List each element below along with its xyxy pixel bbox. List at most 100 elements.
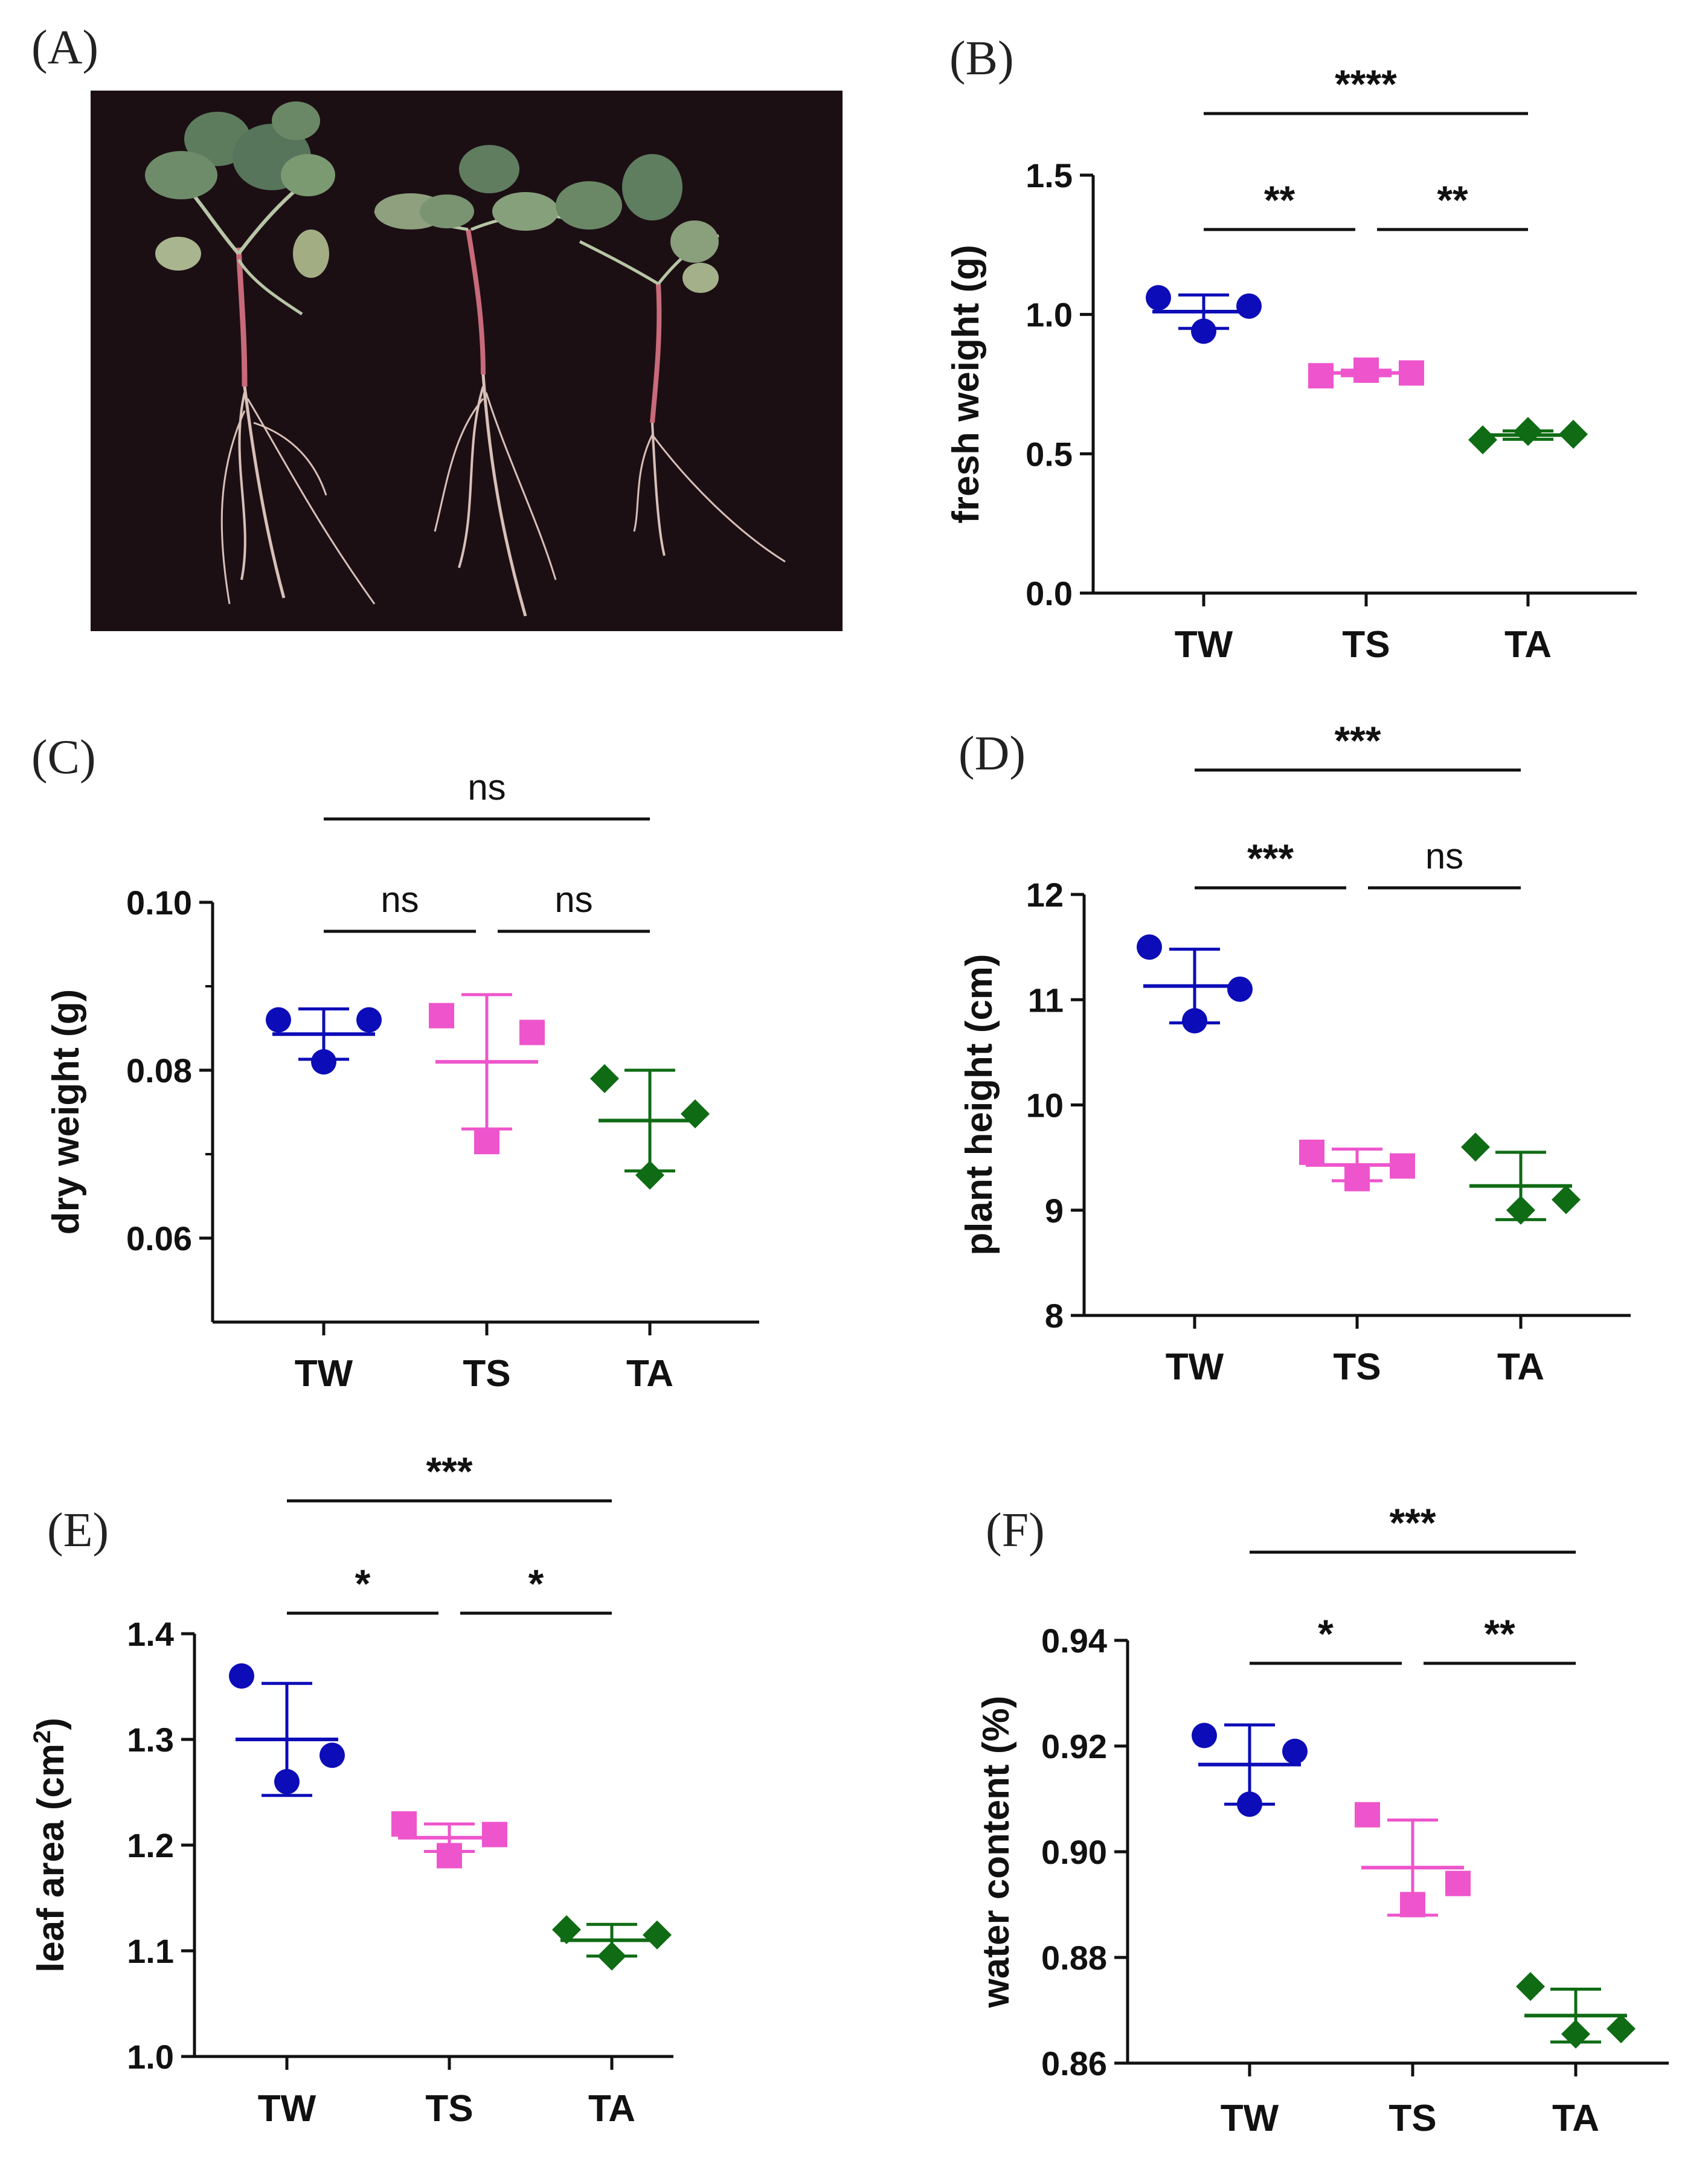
series-ts xyxy=(391,1811,507,1869)
x-tick-label: TW xyxy=(1221,2098,1279,2139)
data-point xyxy=(1308,363,1334,389)
y-axis-label: fresh weight (g) xyxy=(945,245,987,524)
y-axis-label: plant height (cm) xyxy=(958,954,1000,1255)
y-axis-label: water content (%) xyxy=(975,1696,1017,2009)
data-point xyxy=(1282,1738,1308,1764)
data-point xyxy=(229,1663,254,1689)
x-tick-label: TW xyxy=(1175,624,1233,666)
significance-label: ** xyxy=(1484,1611,1515,1656)
data-point xyxy=(1468,425,1497,455)
series-ta xyxy=(552,1915,672,1971)
data-point xyxy=(1227,976,1253,1002)
data-point xyxy=(1355,1802,1380,1828)
x-tick-label: TA xyxy=(1552,2098,1599,2139)
data-point xyxy=(311,1049,336,1075)
significance-label: ** xyxy=(1437,178,1468,222)
x-tick-label: TS xyxy=(1342,624,1390,666)
y-tick-label: 11 xyxy=(1028,981,1064,1019)
y-axis-label: dry weight (g) xyxy=(45,989,87,1235)
y-tick-label: 0.88 xyxy=(1041,1939,1107,1977)
x-tick-label: TW xyxy=(295,1353,353,1395)
y-tick-label: 8 xyxy=(1045,1297,1064,1335)
panel-a-label: (A) xyxy=(31,21,98,74)
y-tick-label: 1.4 xyxy=(127,1615,174,1653)
y-tick-label: 1.0 xyxy=(1026,296,1073,334)
data-point xyxy=(1344,1166,1370,1192)
data-point xyxy=(319,1742,345,1768)
x-tick-label: TS xyxy=(425,2088,473,2130)
series-tw xyxy=(1192,1723,1308,1817)
y-axis-label: leaf area (cm2) xyxy=(29,1718,72,1973)
series-tw xyxy=(229,1663,345,1797)
data-point xyxy=(1182,1008,1207,1034)
y-tick-label: 1.0 xyxy=(127,2038,174,2076)
photo-panel xyxy=(91,91,843,631)
data-point xyxy=(266,1007,291,1033)
x-tick-label: TS xyxy=(1333,1346,1381,1388)
series-ta xyxy=(1461,1132,1581,1225)
y-tick-label: 0.92 xyxy=(1041,1727,1107,1765)
x-tick-label: TS xyxy=(1389,2098,1436,2139)
y-tick-label: 1.3 xyxy=(127,1721,174,1759)
significance-label: ns xyxy=(1425,836,1463,876)
significance-label: * xyxy=(528,1561,544,1606)
plant-2 xyxy=(374,145,562,617)
y-tick-label: 0.10 xyxy=(126,884,192,922)
data-point xyxy=(1561,2019,1590,2049)
y-tick-label: 0.08 xyxy=(126,1051,192,1090)
series-ta xyxy=(1516,1972,1636,2049)
significance-label: *** xyxy=(1247,836,1294,881)
series-ts xyxy=(1355,1802,1471,1918)
data-point xyxy=(1552,1185,1581,1215)
series-tw xyxy=(266,1007,382,1075)
data-point xyxy=(1353,357,1379,383)
data-point xyxy=(1137,934,1162,960)
series-tw xyxy=(1146,284,1262,344)
significance-label: **** xyxy=(1335,62,1397,106)
data-point xyxy=(1191,318,1216,344)
panel-label: (F) xyxy=(986,1504,1045,1557)
data-point xyxy=(274,1769,300,1794)
data-point xyxy=(519,1019,545,1045)
y-tick-label: 0.94 xyxy=(1041,1622,1107,1660)
series-ta xyxy=(590,1064,710,1190)
data-point xyxy=(590,1064,619,1093)
panel-d: (D) 8 9 10 11 12 TW TS TA plant height (cm) *** ***… xyxy=(958,718,1631,1388)
x-tick-label: TA xyxy=(1497,1346,1544,1388)
data-point xyxy=(1516,1972,1545,2002)
panel-label: (E) xyxy=(47,1504,109,1557)
data-point xyxy=(1506,1195,1535,1225)
x-tick-label: TA xyxy=(588,2088,635,2130)
panel-label: (D) xyxy=(958,727,1026,780)
data-point xyxy=(1607,2014,1636,2044)
series-ta xyxy=(1468,417,1588,455)
series-ts xyxy=(1299,1139,1415,1192)
series-tw xyxy=(1137,934,1253,1034)
panel-label: (B) xyxy=(949,32,1014,85)
data-point xyxy=(1146,284,1171,310)
x-tick-label: TA xyxy=(1504,624,1552,666)
significance-label: ** xyxy=(1264,178,1295,222)
data-point xyxy=(1237,1791,1262,1817)
y-tick-label: 0.0 xyxy=(1026,574,1073,612)
y-tick-label: 1.5 xyxy=(1026,156,1073,194)
y-tick-label: 0.86 xyxy=(1041,2044,1107,2082)
data-point xyxy=(635,1160,664,1190)
data-point xyxy=(1514,417,1543,446)
significance-label: *** xyxy=(1389,1500,1436,1545)
significance-label: ns xyxy=(554,879,592,920)
data-point xyxy=(1236,293,1262,319)
series-ts xyxy=(429,993,545,1155)
x-tick-label: TS xyxy=(463,1353,510,1395)
x-tick-label: TW xyxy=(1166,1346,1224,1388)
significance-label: ns xyxy=(467,767,506,807)
significance-label: ns xyxy=(380,879,419,920)
y-tick-label: 10 xyxy=(1026,1087,1064,1125)
data-point xyxy=(1445,1870,1471,1896)
panel-e: (E) 1.0 1.1 1.2 1.3 1.4 TW TS TA leaf area (cm2) *… xyxy=(29,1449,673,2130)
data-point xyxy=(391,1811,417,1837)
data-point xyxy=(552,1915,581,1944)
significance-label: * xyxy=(1318,1611,1334,1656)
